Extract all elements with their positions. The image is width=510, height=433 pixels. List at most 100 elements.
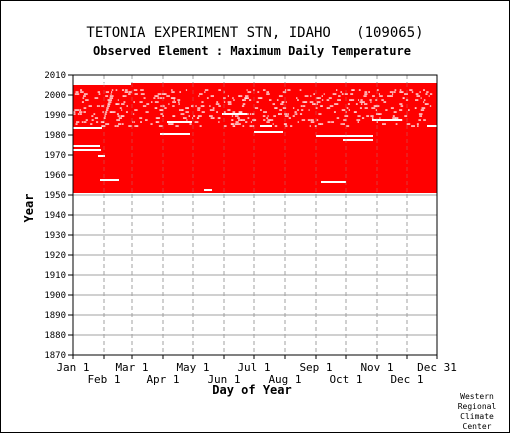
- missing-speck: [421, 107, 426, 109]
- x-tick-label: Jun 1: [207, 373, 240, 386]
- missing-speck: [116, 103, 119, 105]
- missing-speck: [173, 99, 175, 101]
- missing-speck: [172, 101, 176, 103]
- missing-speck: [204, 91, 206, 93]
- missing-speck: [117, 115, 120, 117]
- missing-speck: [105, 91, 109, 93]
- missing-speck: [400, 105, 404, 107]
- missing-speck: [238, 95, 243, 97]
- x-tick-label: Jan 1: [56, 361, 89, 374]
- missing-speck: [419, 115, 423, 117]
- missing-speck: [318, 113, 322, 115]
- missing-speck: [227, 109, 231, 111]
- x-axis-label: Day of Year: [212, 383, 291, 397]
- missing-speck: [359, 101, 363, 103]
- missing-speck: [237, 117, 240, 119]
- missing-speck: [297, 109, 299, 111]
- x-tick-label: Sep 1: [299, 361, 332, 374]
- missing-speck: [357, 121, 360, 123]
- missing-speck: [337, 99, 341, 101]
- missing-speck: [91, 115, 94, 117]
- y-tick-label: 1930: [44, 231, 66, 241]
- missing-speck: [216, 111, 218, 113]
- missing-speck: [414, 107, 416, 109]
- missing-speck: [420, 109, 425, 111]
- missing-speck: [336, 103, 339, 105]
- missing-speck: [327, 121, 331, 123]
- missing-speck: [121, 89, 125, 91]
- missing-speck: [109, 95, 114, 97]
- missing-speck: [347, 103, 350, 105]
- missing-speck: [171, 89, 173, 91]
- missing-speck: [223, 111, 226, 113]
- missing-speck: [310, 121, 315, 123]
- missing-speck: [375, 105, 380, 107]
- missing-speck: [75, 123, 78, 125]
- missing-speck: [116, 113, 119, 115]
- missing-speck: [378, 93, 380, 95]
- missing-speck: [194, 121, 199, 123]
- missing-speck: [321, 95, 323, 97]
- missing-speck: [235, 121, 239, 123]
- missing-speck: [218, 121, 220, 123]
- missing-speck: [124, 91, 127, 93]
- y-tick-label: 1980: [44, 131, 66, 141]
- missing-speck: [284, 113, 288, 115]
- missing-speck: [294, 113, 296, 115]
- x-tick-label: Oct 1: [329, 373, 362, 386]
- missing-speck: [304, 95, 309, 97]
- missing-speck: [267, 115, 269, 117]
- missing-speck: [429, 93, 433, 95]
- missing-speck: [418, 119, 421, 121]
- missing-speck: [206, 97, 209, 99]
- missing-speck: [93, 113, 96, 115]
- missing-speck: [115, 103, 117, 105]
- missing-speck: [259, 97, 261, 99]
- missing-speck: [282, 91, 287, 93]
- missing-speck: [361, 117, 365, 119]
- missing-speck: [242, 125, 245, 127]
- missing-speck: [411, 91, 414, 93]
- missing-speck: [332, 93, 337, 95]
- missing-speck: [319, 123, 324, 125]
- missing-speck: [94, 117, 99, 119]
- missing-speck: [242, 99, 245, 101]
- missing-speck: [246, 113, 249, 115]
- missing-speck: [344, 93, 348, 95]
- missing-speck: [83, 121, 87, 123]
- x-tick-label: Aug 1: [268, 373, 301, 386]
- missing-speck: [310, 119, 312, 121]
- missing-speck: [361, 101, 365, 103]
- missing-speck: [123, 101, 126, 103]
- chart-title: TETONIA EXPERIMENT STN, IDAHO (109065): [86, 25, 423, 41]
- missing-speck: [197, 115, 202, 117]
- missing-segment: [167, 121, 192, 123]
- missing-speck: [276, 99, 279, 101]
- missing-speck: [296, 113, 298, 115]
- missing-speck: [139, 101, 143, 103]
- missing-speck: [114, 125, 117, 127]
- missing-speck: [104, 113, 107, 115]
- missing-speck: [223, 101, 226, 103]
- missing-speck: [81, 101, 84, 103]
- missing-speck: [197, 107, 201, 109]
- missing-speck: [216, 101, 219, 103]
- missing-speck: [178, 103, 180, 105]
- missing-speck: [311, 119, 314, 121]
- missing-speck: [85, 119, 88, 121]
- missing-speck: [370, 115, 374, 117]
- missing-speck: [162, 105, 165, 107]
- missing-speck: [369, 99, 372, 101]
- missing-speck: [98, 93, 101, 95]
- missing-speck: [316, 101, 321, 103]
- missing-speck: [223, 125, 227, 127]
- missing-speck: [351, 89, 355, 91]
- missing-speck: [247, 91, 252, 93]
- missing-speck: [256, 101, 259, 103]
- x-tick-label: Dec 1: [390, 373, 423, 386]
- missing-speck: [375, 109, 378, 111]
- missing-speck: [160, 113, 163, 115]
- missing-speck: [321, 99, 324, 101]
- missing-speck: [287, 89, 291, 91]
- missing-speck: [399, 89, 402, 91]
